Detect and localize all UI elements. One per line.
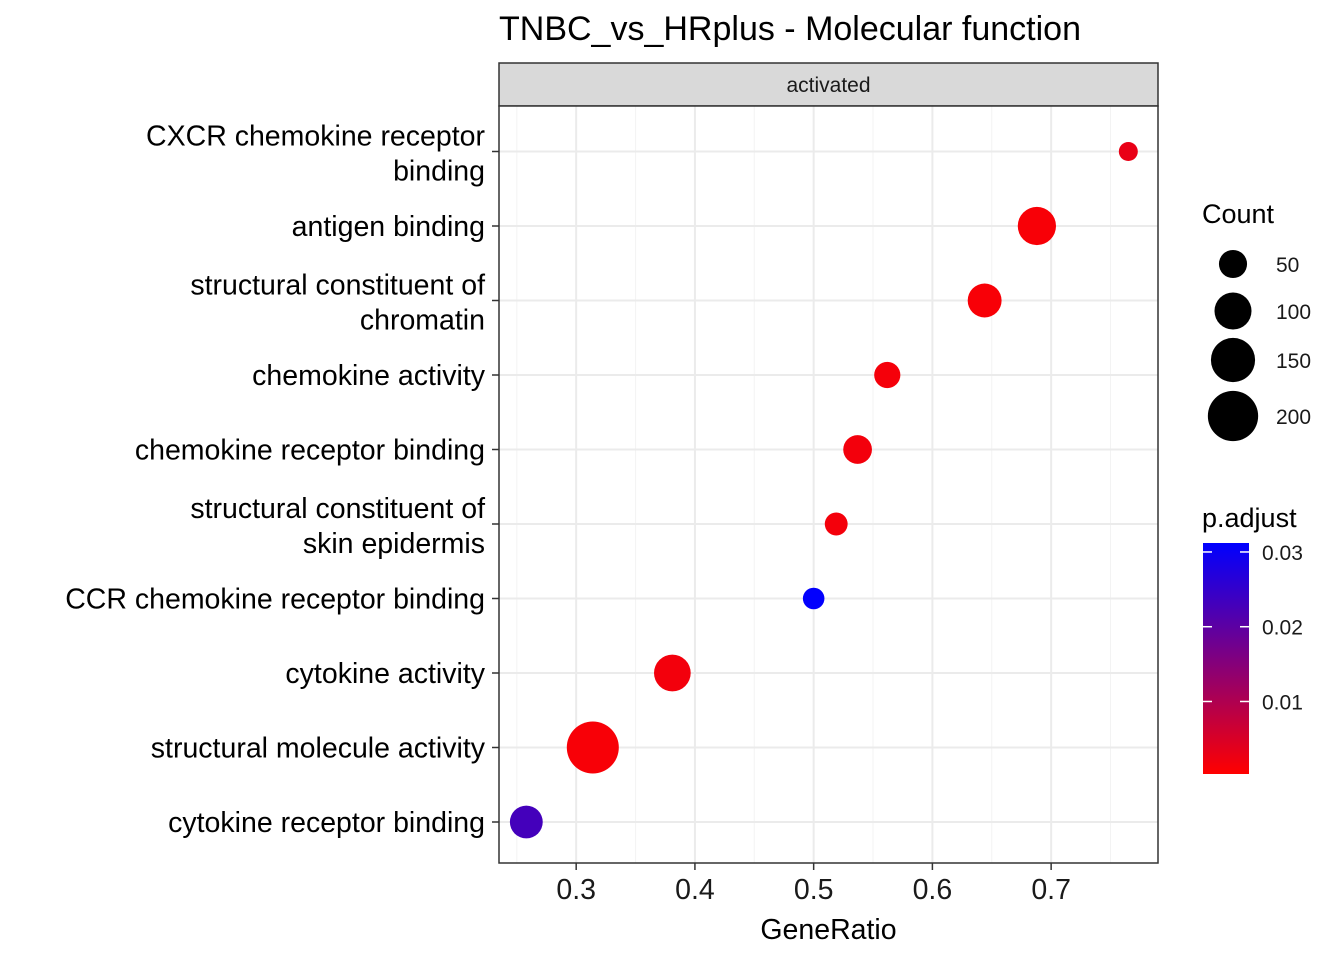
- size-legend-label: 150: [1276, 350, 1311, 373]
- y-tick-label: cytokine receptor binding: [168, 807, 485, 839]
- panel-border: [498, 105, 1159, 864]
- size-legend-label: 200: [1276, 406, 1311, 429]
- x-tick-label: 0.7: [1031, 874, 1071, 906]
- x-axis-title: GeneRatio: [760, 914, 896, 946]
- y-tick-label: cytokine activity: [285, 658, 485, 690]
- size-legend-key: [1210, 337, 1256, 383]
- point-structural-constituent-of-skin-epidermis: [824, 512, 848, 536]
- point-chemokine-activity: [874, 361, 901, 389]
- point-cytokine-receptor-binding: [509, 805, 543, 839]
- x-tick-label: 0.3: [556, 874, 596, 906]
- y-tick-label: structural constituent of: [190, 493, 485, 525]
- facet-strip: [498, 62, 1159, 107]
- grid-lines: [499, 106, 1158, 863]
- color-legend-label: 0.03: [1262, 542, 1303, 565]
- color-legend-label: 0.02: [1262, 617, 1303, 640]
- x-tick-label: 0.6: [913, 874, 953, 906]
- y-tick-label: CXCR chemokine receptor: [146, 121, 485, 153]
- y-tick-label: structural molecule activity: [151, 733, 486, 765]
- y-tick-label: skin epidermis: [303, 528, 485, 560]
- size-legend-title: Count: [1202, 199, 1275, 229]
- point-structural-constituent-of-chromatin: [967, 283, 1002, 318]
- y-tick-label: structural constituent of: [190, 270, 485, 302]
- size-legend: 50 100 150 200: [1207, 249, 1311, 442]
- size-legend-label: 100: [1276, 301, 1311, 324]
- point-cytokine-activity: [654, 654, 691, 692]
- point-cxcr-chemokine-receptor-binding: [1118, 142, 1138, 161]
- size-legend-key: [1218, 249, 1248, 279]
- chart-title: TNBC_vs_HRplus - Molecular function: [499, 10, 1081, 48]
- y-tick-label: chemokine activity: [252, 360, 486, 392]
- facet-strip-label: activated: [786, 74, 870, 97]
- x-axis: 0.3 0.4 0.5 0.6 0.7: [556, 863, 1071, 906]
- x-tick-label: 0.5: [794, 874, 834, 906]
- point-structural-molecule-activity: [566, 721, 619, 774]
- y-tick-label: chemokine receptor binding: [135, 435, 485, 467]
- y-tick-label: binding: [393, 156, 485, 188]
- size-legend-key: [1214, 292, 1252, 330]
- y-tick-label: CCR chemokine receptor binding: [65, 584, 485, 616]
- color-legend-title: p.adjust: [1202, 503, 1297, 533]
- x-tick-label: 0.4: [675, 874, 715, 906]
- size-legend-key: [1207, 390, 1259, 442]
- point-antigen-binding: [1017, 206, 1057, 246]
- size-legend-label: 50: [1276, 254, 1299, 277]
- color-legend-label: 0.01: [1262, 691, 1303, 714]
- color-legend-bar: [1203, 543, 1249, 774]
- y-tick-label: chromatin: [360, 305, 485, 337]
- y-tick-label: antigen binding: [292, 211, 485, 243]
- point-chemokine-receptor-binding: [843, 435, 872, 464]
- color-legend: 0.01 0.02 0.03: [1203, 542, 1303, 714]
- data-points: [509, 142, 1138, 839]
- point-ccr-chemokine-receptor-binding: [802, 587, 825, 610]
